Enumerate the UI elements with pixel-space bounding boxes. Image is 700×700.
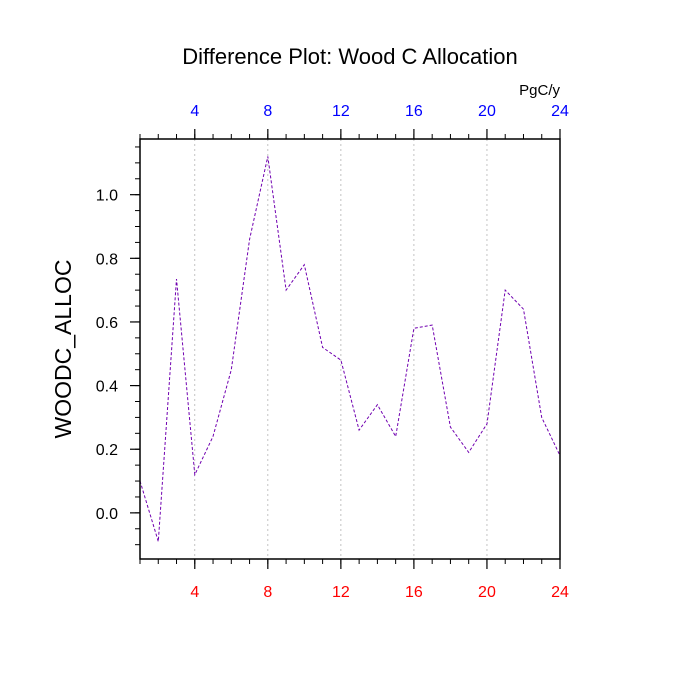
x-tick-label-bottom: 8	[263, 584, 272, 601]
x-tick-label-bottom: 24	[551, 584, 569, 601]
y-axis-label: WOODC_ALLOC	[50, 260, 76, 439]
y-tick-label: 0.4	[96, 379, 118, 396]
x-tick-label-bottom: 20	[478, 584, 496, 601]
y-tick-label: 0.6	[96, 315, 118, 332]
y-tick-label: 0.2	[96, 442, 118, 459]
x-tick-label-top: 8	[263, 103, 272, 120]
x-tick-label-bottom: 12	[332, 584, 350, 601]
y-tick-label: 1.0	[96, 188, 118, 205]
x-tick-label-top: 4	[190, 103, 199, 120]
x-tick-label-top: 16	[405, 103, 423, 120]
x-tick-label-top: 12	[332, 103, 350, 120]
gridlines	[194, 139, 488, 559]
data-line-layer	[139, 156, 561, 542]
y-tick-label: 0.0	[96, 506, 118, 523]
top-axis-units-label: PgC/y	[519, 82, 560, 99]
x-tick-label-bottom: 4	[190, 584, 199, 601]
chart-title: Difference Plot: Wood C Allocation	[182, 44, 517, 69]
x-tick-label-top: 20	[478, 103, 496, 120]
series-line	[139, 156, 561, 542]
tick-labels: 4 4 8 8 12 12 16 16 20 20 24 24 0.0 0.2 0.4 0.6 0.8 1.0	[96, 103, 569, 601]
x-tick-label-top: 24	[551, 103, 569, 120]
axis-ticks	[130, 129, 561, 569]
y-tick-label: 0.8	[96, 251, 118, 268]
x-tick-label-bottom: 16	[405, 584, 423, 601]
plot-frame	[139, 138, 561, 560]
